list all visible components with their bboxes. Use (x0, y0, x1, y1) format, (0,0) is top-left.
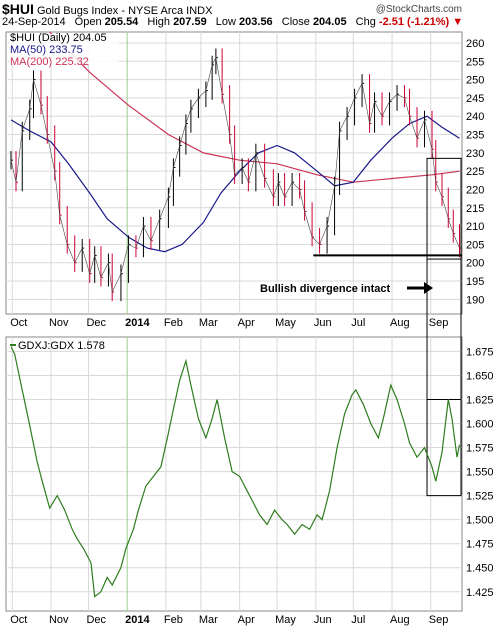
price-x-tick-label: May (275, 317, 296, 329)
price-y-tick-label: 215 (466, 203, 484, 215)
ratio-x-tick-label: Apr (238, 614, 255, 626)
divergence-box-price (426, 157, 462, 260)
ratio-y-tick-label: 1.575 (466, 443, 494, 455)
price-x-tick-label: Apr (238, 317, 255, 329)
symbol: $HUI (2, 1, 34, 17)
ratio-x-tick-label: Sep (429, 614, 449, 626)
close-value: 204.05 (312, 16, 347, 28)
annotation-arrow-head (424, 282, 433, 294)
price-x-tick-label: Dec (86, 317, 106, 329)
annotation-label: Bullish divergence intact (260, 283, 391, 295)
price-y-tick-label: 195 (466, 276, 484, 288)
high-label: High (147, 16, 170, 28)
ratio-line (10, 346, 461, 598)
ratio-x-tick-label: Aug (390, 614, 410, 626)
price-plot-group (10, 32, 462, 302)
price-x-tick-label: Sep (429, 317, 449, 329)
ratio-y-tick-label: 1.425 (466, 587, 494, 599)
quote-date: 24-Sep-2014 (2, 16, 66, 28)
price-x-tick-label: 2014 (125, 317, 150, 329)
ratio-x-tick-label: Nov (49, 614, 69, 626)
price-x-tick-label: Oct (10, 317, 27, 329)
ratio-y-tick-label: 1.525 (466, 491, 494, 503)
divergence-box-ratio (426, 398, 462, 497)
chart-header-quote: 24-Sep-2014 Open 205.54 High 207.59 Low … (2, 16, 463, 28)
chg-value: -2.51 (-1.21%) (378, 16, 450, 28)
legend-ma50: MA(50) 233.75 (10, 44, 83, 56)
legend-ratio: GDXJ:GDX 1.578 (18, 340, 105, 352)
price-x-tick-label: Feb (164, 317, 183, 329)
price-y-tick-label: 260 (466, 38, 484, 50)
ratio-x-tick-label: Mar (199, 614, 218, 626)
open-value: 205.54 (104, 16, 139, 28)
chart-header-title: $HUI Gold Bugs Index - NYSE Arca INDX (2, 1, 212, 17)
price-x-tick-label: Jun (314, 317, 332, 329)
price-x-tick-label: Nov (49, 317, 69, 329)
price-y-tick-label: 250 (466, 75, 484, 87)
price-y-tick-label: 225 (466, 166, 484, 178)
price-close-line (10, 56, 460, 294)
price-y-tick-label: 220 (466, 184, 484, 196)
price-y-tick-label: 230 (466, 148, 484, 160)
stockcharts-watermark: @StockCharts.com (376, 4, 462, 15)
price-x-tick-label: Aug (390, 317, 410, 329)
ratio-x-tick-label: Jul (351, 614, 365, 626)
price-y-tick-label: 205 (466, 239, 484, 251)
ratio-x-tick-label: 2014 (125, 614, 150, 626)
ratio-y-tick-label: 1.600 (466, 419, 494, 431)
down-triangle-icon: ▼ (452, 16, 464, 28)
ratio-y-tick-label: 1.500 (466, 515, 494, 527)
close-label: Close (281, 16, 310, 28)
price-y-tick-label: 200 (466, 258, 484, 270)
legend-background (9, 34, 119, 64)
ratio-y-tick-label: 1.650 (466, 370, 494, 382)
low-value: 203.56 (239, 16, 273, 28)
price-y-tick-label: 210 (466, 221, 484, 233)
price-y-tick-label: 190 (466, 294, 484, 306)
ma200-line (48, 32, 460, 183)
ratio-x-tick-label: Oct (10, 614, 27, 626)
low-label: Low (215, 16, 236, 28)
price-x-tick-label: Mar (199, 317, 218, 329)
legend-price: $HUI (Daily) 204.05 (10, 32, 107, 44)
ma50-line (10, 115, 460, 253)
ratio-y-tick-label: 1.475 (466, 539, 494, 551)
price-y-tick-label: 255 (466, 56, 484, 68)
price-y-tick-label: 240 (466, 111, 484, 123)
legend-ma200: MA(200) 225.32 (10, 56, 89, 68)
price-y-tick-label: 245 (466, 93, 484, 105)
ratio-x-tick-label: May (275, 614, 296, 626)
symbol-description: Gold Bugs Index - NYSE Arca INDX (36, 5, 213, 17)
price-x-tick-label: Jul (351, 317, 365, 329)
open-label: Open (74, 16, 102, 28)
ratio-y-tick-label: 1.450 (466, 563, 494, 575)
chg-label: Chg (355, 16, 376, 28)
high-value: 207.59 (173, 16, 207, 28)
ratio-y-tick-label: 1.625 (466, 394, 494, 406)
price-y-tick-label: 235 (466, 130, 484, 142)
ratio-y-tick-label: 1.550 (466, 467, 494, 479)
ratio-x-tick-label: Jun (314, 614, 332, 626)
ratio-x-tick-label: Feb (164, 614, 183, 626)
ratio-y-tick-label: 1.675 (466, 346, 494, 358)
ratio-x-tick-label: Dec (86, 614, 106, 626)
ratio-panel-frame (5, 336, 463, 612)
